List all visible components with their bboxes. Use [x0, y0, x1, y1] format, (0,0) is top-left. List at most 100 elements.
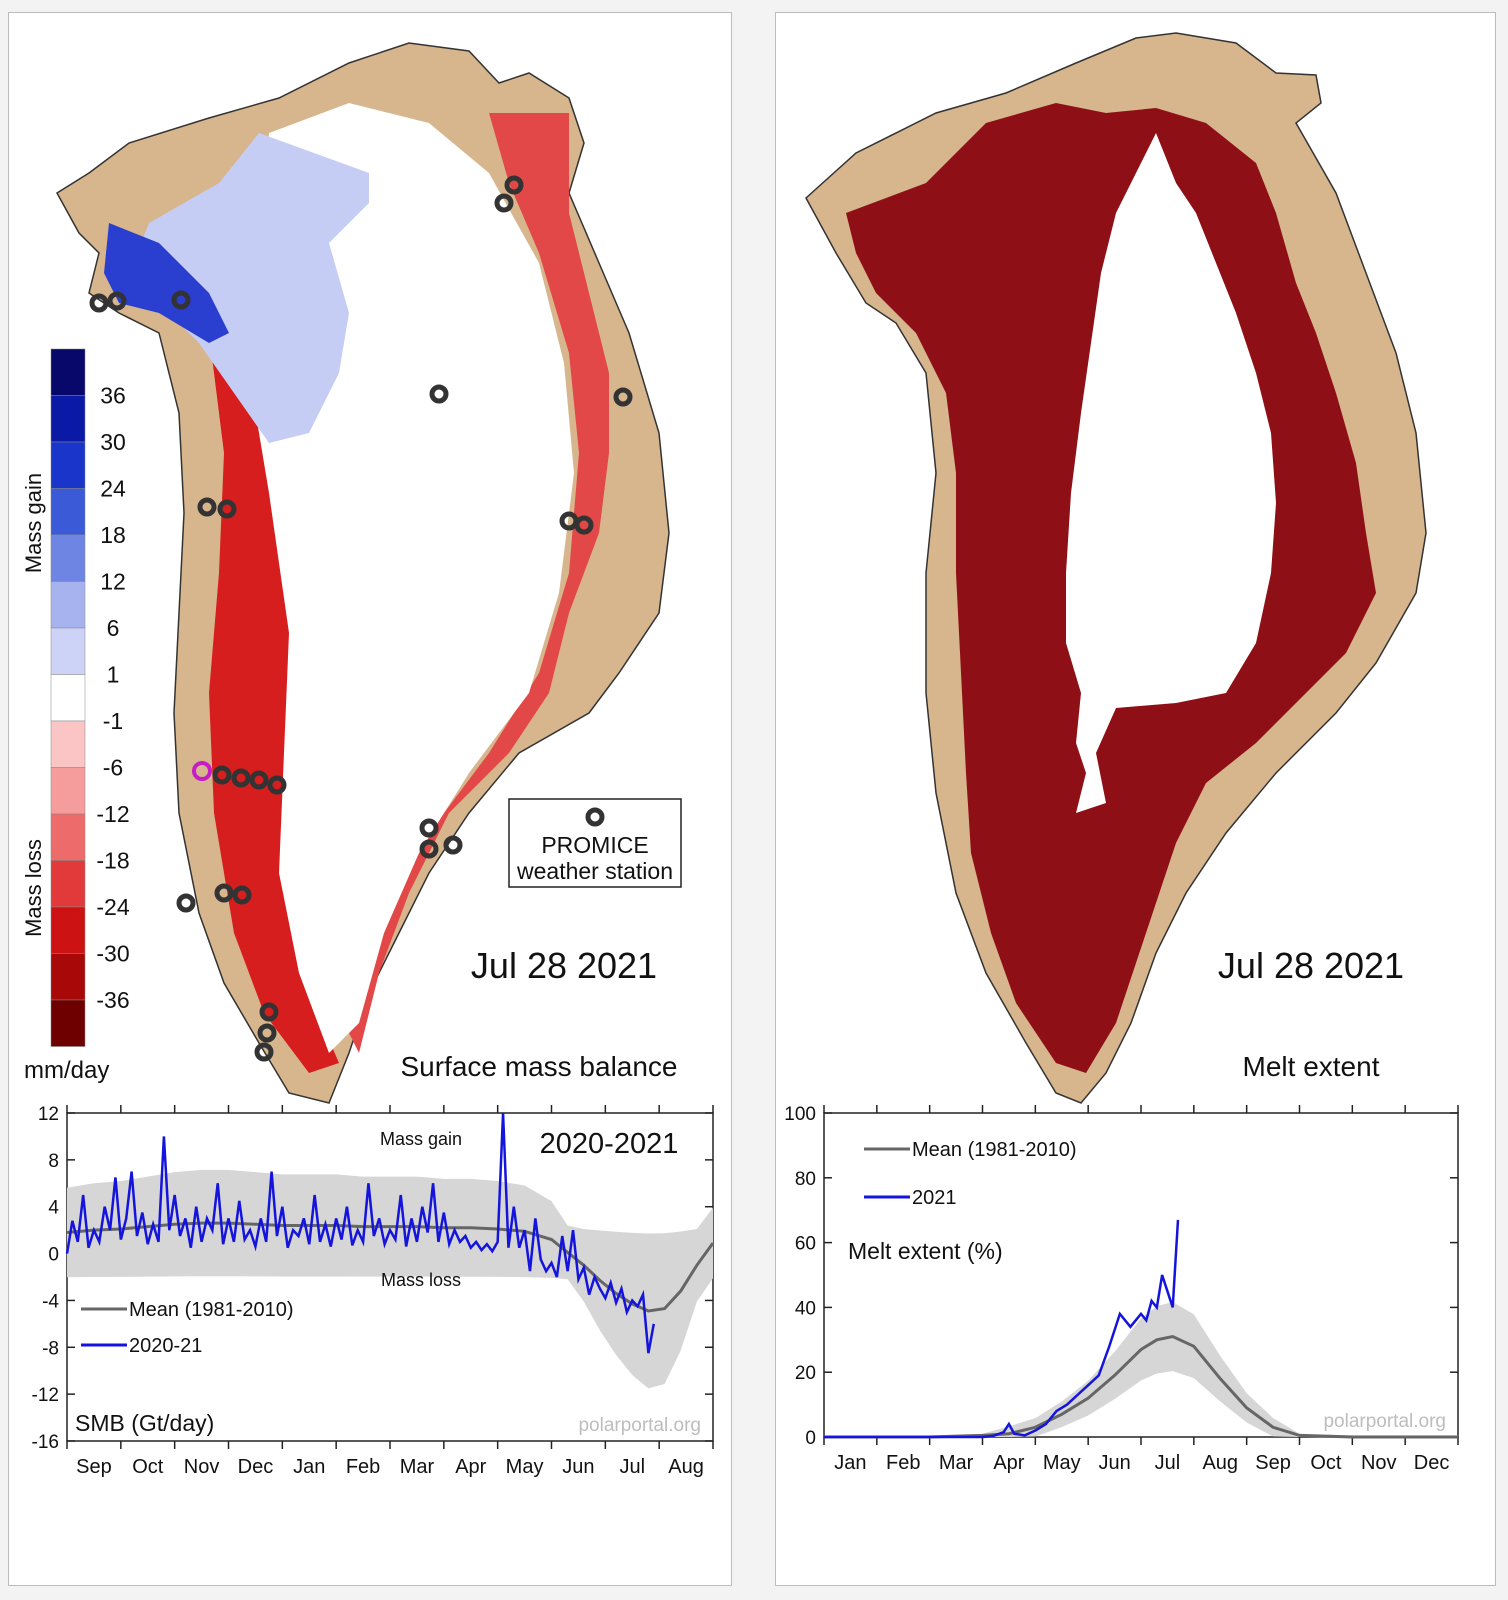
- colorbar: 36 30 24 18 12 6 1 -1 -6 -12 -18 -24 -30 -36: [50, 348, 130, 1047]
- chart-title: 2020-2021: [540, 1128, 679, 1160]
- annotation-mass-gain: Mass gain: [380, 1129, 462, 1149]
- colorbar-tick-label: -1: [103, 708, 123, 734]
- station-marker: [89, 293, 109, 313]
- station-marker: [504, 175, 524, 195]
- legend-label: Mean (1981-2010): [129, 1299, 294, 1321]
- smb-figure: PROMICE weather station Jul 28 2021 Surf…: [21, 42, 715, 1478]
- colorbar-swatch: [50, 999, 86, 1047]
- smb-date: Jul 28 2021: [471, 945, 657, 986]
- colorbar-swatch: [50, 720, 86, 768]
- colorbar-tick-label: 12: [100, 569, 126, 595]
- station-marker: [217, 499, 237, 519]
- x-tick-label: Jun: [562, 1456, 594, 1478]
- colorbar-tick-label: 1: [107, 662, 120, 688]
- smb-gain-zone: [129, 133, 369, 443]
- smb-chart: 12 8 4 0 -4 -8 -12 -16 Sep Oct Nov Dec Jan Feb Mar Apr M…: [32, 1104, 715, 1478]
- annotation-mass-loss: Mass loss: [381, 1270, 461, 1290]
- y-tick-label: 12: [38, 1104, 59, 1125]
- station-marker: [214, 883, 234, 903]
- station-marker: [212, 765, 232, 785]
- y-tick-label: 8: [48, 1151, 59, 1172]
- weather-stations: [89, 175, 633, 1062]
- legend-label-line2: weather station: [516, 858, 673, 884]
- y-tick-label: 0: [805, 1428, 816, 1449]
- x-tick-label: Nov: [184, 1456, 220, 1478]
- x-tick-label: Nov: [1361, 1452, 1397, 1474]
- station-marker: [443, 835, 463, 855]
- legend-label-line1: PROMICE: [541, 832, 648, 858]
- station-legend: PROMICE weather station: [508, 798, 682, 888]
- x-tick-label: Dec: [238, 1456, 274, 1478]
- x-tick-label: Mar: [400, 1456, 435, 1478]
- no-melt-area: [1066, 133, 1276, 813]
- colorbar-swatch: [50, 441, 86, 489]
- y-tick-label: -16: [32, 1432, 59, 1453]
- x-tick-label: Sep: [76, 1456, 112, 1478]
- colorbar-loss-label: Mass loss: [21, 839, 46, 937]
- melt-figure: Jul 28 2021 Melt extent 100 80 60 40 20 0 Jan F…: [784, 32, 1459, 1474]
- colorbar-swatch: [50, 348, 86, 396]
- colorbar-unit: mm/day: [24, 1057, 109, 1084]
- melt-title: Melt extent: [1243, 1051, 1380, 1082]
- station-marker: [171, 290, 191, 310]
- x-tick-label: Oct: [132, 1456, 164, 1478]
- x-tick-label: Jul: [619, 1456, 645, 1478]
- station-marker: [613, 387, 633, 407]
- chart-frame: [823, 1112, 1459, 1438]
- colorbar-tick-label: -6: [103, 755, 123, 781]
- colorbar-tick-label: 18: [100, 522, 126, 548]
- colorbar-swatch: [50, 767, 86, 815]
- colorbar-swatch: [50, 906, 86, 954]
- colorbar-swatch: [50, 627, 86, 675]
- variability-band: [824, 1301, 1458, 1437]
- y-tick-label: 80: [795, 1169, 816, 1190]
- x-tick-label: May: [1043, 1452, 1081, 1474]
- station-marker: [254, 1042, 274, 1062]
- station-marker-highlight: [192, 761, 212, 781]
- colorbar-swatch: [50, 581, 86, 629]
- station-marker: [574, 515, 594, 535]
- colorbar-tick-label: -12: [96, 801, 129, 827]
- colorbar-swatch: [50, 534, 86, 582]
- colorbar-swatch: [50, 860, 86, 908]
- series-line-mean: [824, 1334, 1458, 1439]
- series-line-current: [65, 1112, 656, 1354]
- colorbar-gain-label: Mass gain: [21, 473, 46, 573]
- legend-label: 2020-21: [129, 1335, 202, 1357]
- station-marker: [176, 893, 196, 913]
- station-marker: [231, 768, 251, 788]
- smb-gain-zone-dark: [104, 223, 229, 343]
- y-axis-label: SMB (Gt/day): [75, 1410, 214, 1436]
- melt-map: Jul 28 2021 Melt extent: [805, 32, 1427, 1104]
- colorbar-tick-label: -36: [96, 987, 129, 1013]
- legend-label: Mean (1981-2010): [912, 1139, 1077, 1161]
- station-marker: [197, 497, 217, 517]
- station-marker: [267, 775, 287, 795]
- colorbar-swatch: [50, 674, 86, 722]
- colorbar-tick-label: -24: [96, 894, 129, 920]
- station-marker: [494, 193, 514, 213]
- legend-label: 2021: [912, 1187, 957, 1209]
- x-tick-label: Feb: [886, 1452, 920, 1474]
- colorbar-swatch: [50, 395, 86, 443]
- x-tick-label: Apr: [455, 1456, 486, 1478]
- station-marker: [419, 839, 439, 859]
- y-tick-label: -8: [42, 1338, 59, 1359]
- y-tick-label: 4: [48, 1198, 59, 1219]
- y-tick-label: -12: [32, 1385, 59, 1406]
- colorbar-swatch: [50, 813, 86, 861]
- y-tick-label: 20: [795, 1363, 816, 1384]
- x-tick-label: Apr: [993, 1452, 1024, 1474]
- colorbar-tick-label: -30: [96, 941, 129, 967]
- x-tick-label: Dec: [1414, 1452, 1450, 1474]
- station-marker: [232, 885, 252, 905]
- station-marker: [249, 770, 269, 790]
- melt-chart: 100 80 60 40 20 0 Jan Feb Mar Apr May Jun Jul Aug Sep O…: [784, 1104, 1459, 1474]
- x-tick-label: Jan: [834, 1452, 866, 1474]
- colorbar-swatch: [50, 488, 86, 536]
- colorbar-tick-label: 6: [107, 615, 120, 641]
- station-marker: [429, 384, 449, 404]
- x-tick-label: Mar: [939, 1452, 974, 1474]
- station-marker: [257, 1023, 277, 1043]
- station-marker: [419, 818, 439, 838]
